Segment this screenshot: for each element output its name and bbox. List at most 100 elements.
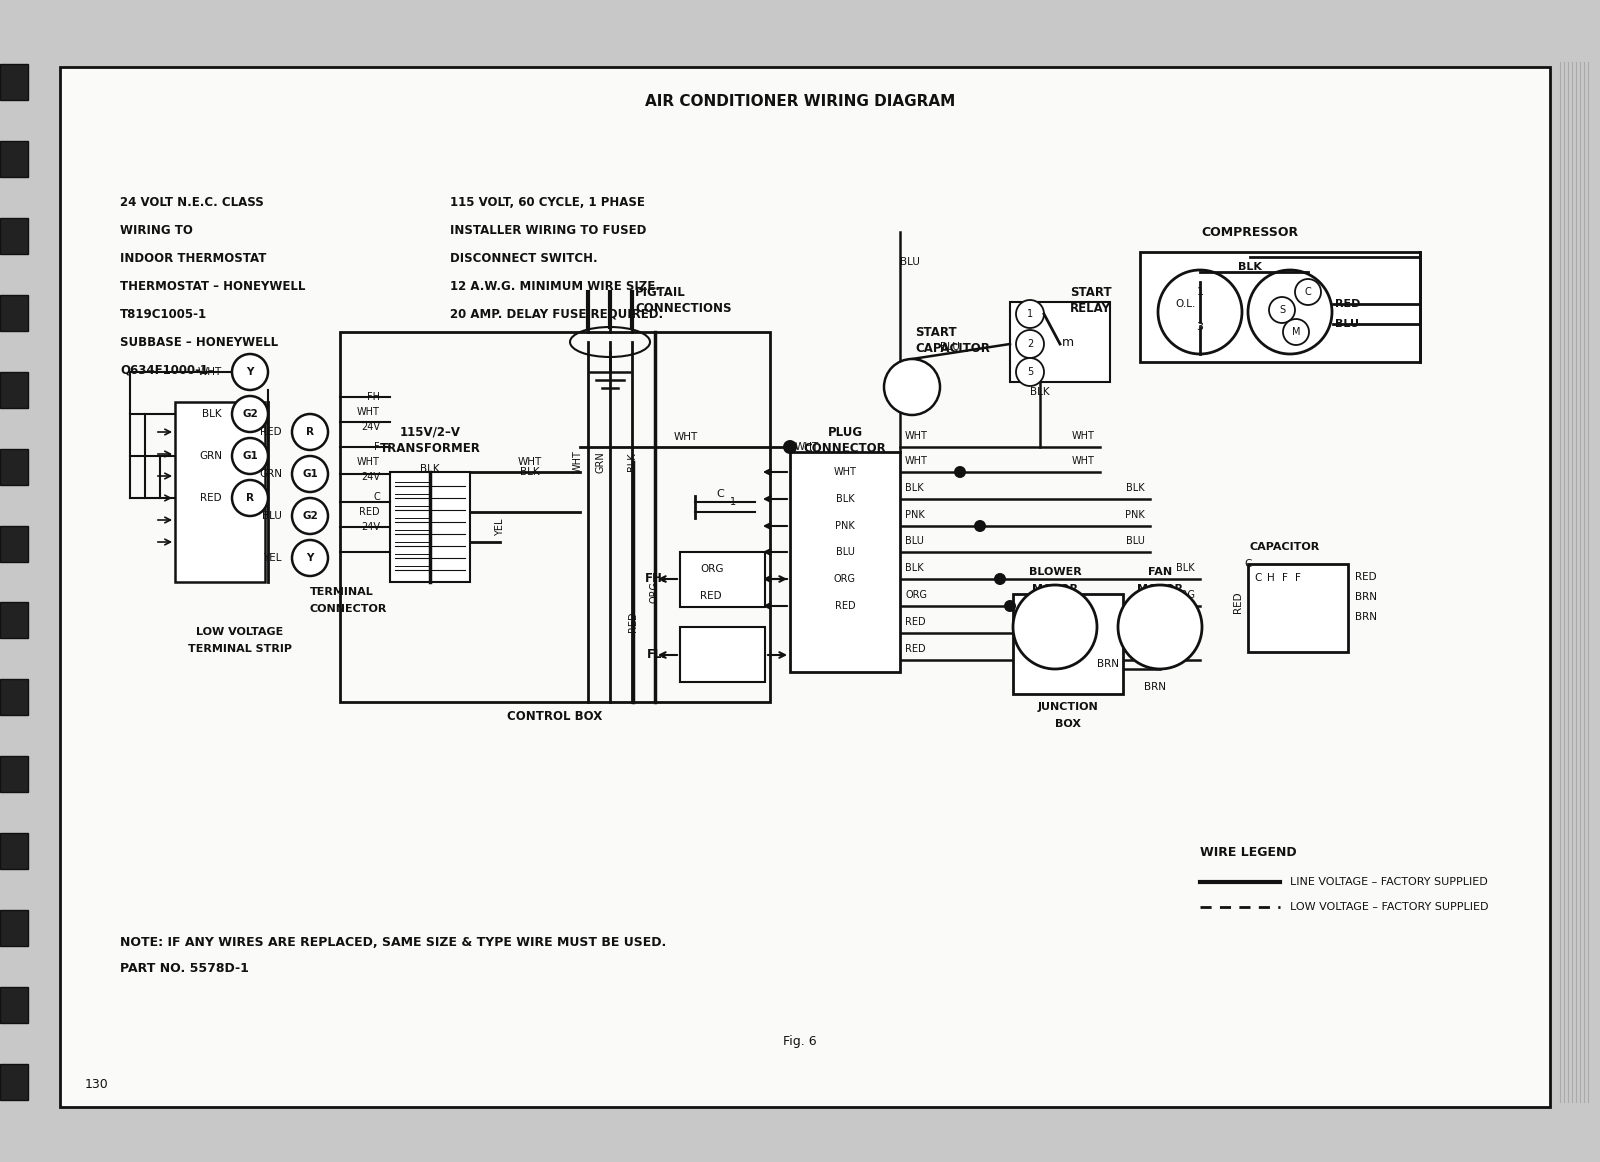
Text: BLK: BLK [421, 464, 440, 474]
Text: BLK: BLK [906, 483, 923, 493]
Text: m: m [1062, 336, 1074, 349]
Text: G1: G1 [242, 451, 258, 461]
Text: BLU: BLU [941, 342, 960, 352]
Text: PNK: PNK [1125, 510, 1146, 521]
Text: FH: FH [366, 392, 381, 402]
Text: 12 A.W.G. MINIMUM WIRE SIZE.: 12 A.W.G. MINIMUM WIRE SIZE. [450, 280, 659, 293]
Text: WHT: WHT [1072, 431, 1094, 442]
Text: F: F [1282, 573, 1288, 583]
Circle shape [232, 396, 269, 432]
Text: GRN: GRN [595, 451, 605, 473]
Text: FAN: FAN [1147, 567, 1173, 578]
Text: BOX: BOX [1054, 719, 1082, 729]
Text: RED: RED [906, 617, 926, 627]
Text: RED: RED [1355, 572, 1376, 582]
Text: BRN: BRN [1355, 591, 1378, 602]
Text: 130: 130 [85, 1077, 109, 1090]
Text: 3: 3 [1197, 322, 1203, 332]
Text: CONNECTIONS: CONNECTIONS [635, 302, 731, 316]
Bar [790, 452, 899, 672]
Text: ORG: ORG [701, 564, 723, 574]
Bar [680, 627, 765, 682]
Text: 115 VOLT, 60 CYCLE, 1 PHASE: 115 VOLT, 60 CYCLE, 1 PHASE [450, 195, 645, 208]
Text: LINE VOLTAGE – FACTORY SUPPLIED: LINE VOLTAGE – FACTORY SUPPLIED [1290, 877, 1488, 887]
Circle shape [291, 456, 328, 492]
Text: Y: Y [246, 367, 254, 376]
Text: C: C [373, 492, 381, 502]
Circle shape [1016, 358, 1043, 386]
Text: BLK: BLK [202, 409, 222, 419]
Circle shape [291, 540, 328, 576]
Bar [0, 141, 29, 177]
Text: RELAY: RELAY [1070, 302, 1110, 316]
Text: H: H [1267, 573, 1275, 583]
Text: BLK: BLK [1030, 387, 1050, 397]
Text: BLU: BLU [262, 511, 282, 521]
Text: 24V: 24V [362, 522, 381, 532]
Bar [0, 217, 29, 253]
Text: WHT: WHT [906, 431, 928, 442]
Bar [1139, 252, 1421, 363]
Bar [61, 67, 1550, 1107]
Bar [1013, 594, 1123, 694]
Text: CONNECTOR: CONNECTOR [310, 604, 387, 614]
Text: RED: RED [701, 591, 722, 601]
Text: C: C [1254, 573, 1262, 583]
Text: BLU: BLU [1334, 320, 1358, 329]
Text: PLUG: PLUG [827, 425, 862, 438]
Circle shape [1283, 320, 1309, 345]
Circle shape [954, 466, 966, 478]
Bar [0, 756, 29, 792]
Text: CAPACITOR: CAPACITOR [915, 343, 990, 356]
Text: WHT: WHT [198, 367, 222, 376]
Text: PNK: PNK [906, 510, 925, 521]
Text: WHT: WHT [573, 451, 582, 473]
Text: CONNECTOR: CONNECTOR [803, 443, 886, 456]
Text: BLK: BLK [906, 564, 923, 573]
Text: 1: 1 [1027, 309, 1034, 320]
Text: C: C [1304, 287, 1312, 297]
Bar [0, 1064, 29, 1100]
Text: WIRE LEGEND: WIRE LEGEND [1200, 846, 1296, 859]
Circle shape [1248, 270, 1331, 354]
Text: BLU: BLU [835, 547, 854, 557]
Text: LOW VOLTAGE: LOW VOLTAGE [197, 627, 283, 637]
Text: INDOOR THERMOSTAT: INDOOR THERMOSTAT [120, 251, 266, 265]
Text: M: M [1291, 327, 1301, 337]
Text: BRN: BRN [1355, 612, 1378, 622]
Text: BLK: BLK [627, 453, 637, 472]
Circle shape [1158, 270, 1242, 354]
Circle shape [994, 573, 1006, 584]
Text: AIR CONDITIONER WIRING DIAGRAM: AIR CONDITIONER WIRING DIAGRAM [645, 94, 955, 109]
Text: BRN: BRN [1098, 659, 1118, 669]
Text: RED: RED [1234, 591, 1243, 612]
Text: C: C [1245, 559, 1251, 569]
Text: TERMINAL STRIP: TERMINAL STRIP [189, 644, 291, 654]
Text: FH₁: FH₁ [645, 573, 669, 586]
Text: T819C1005-1: T819C1005-1 [120, 308, 206, 321]
Text: TERMINAL: TERMINAL [310, 587, 374, 597]
Text: 24V: 24V [362, 472, 381, 482]
Text: R: R [246, 493, 254, 503]
Circle shape [1005, 600, 1016, 612]
Text: WHT: WHT [518, 457, 542, 467]
Text: 24V: 24V [362, 422, 381, 432]
Text: WHT: WHT [1072, 456, 1094, 466]
Circle shape [974, 521, 986, 532]
Text: NOTE: IF ANY WIRES ARE REPLACED, SAME SIZE & TYPE WIRE MUST BE USED.: NOTE: IF ANY WIRES ARE REPLACED, SAME SI… [120, 935, 666, 948]
Bar [174, 402, 266, 582]
Text: F: F [374, 442, 381, 452]
Bar [0, 449, 29, 485]
Text: 1: 1 [1197, 287, 1203, 297]
Circle shape [1013, 584, 1098, 669]
Bar [0, 64, 29, 100]
Text: RED: RED [906, 644, 926, 654]
Text: PIGTAIL: PIGTAIL [635, 286, 686, 299]
Circle shape [1016, 300, 1043, 328]
Text: G1: G1 [302, 469, 318, 479]
Text: R: R [306, 426, 314, 437]
Text: BLK: BLK [1126, 483, 1146, 493]
Text: WIRING TO: WIRING TO [120, 223, 194, 237]
Bar [390, 472, 470, 582]
Circle shape [1269, 297, 1294, 323]
